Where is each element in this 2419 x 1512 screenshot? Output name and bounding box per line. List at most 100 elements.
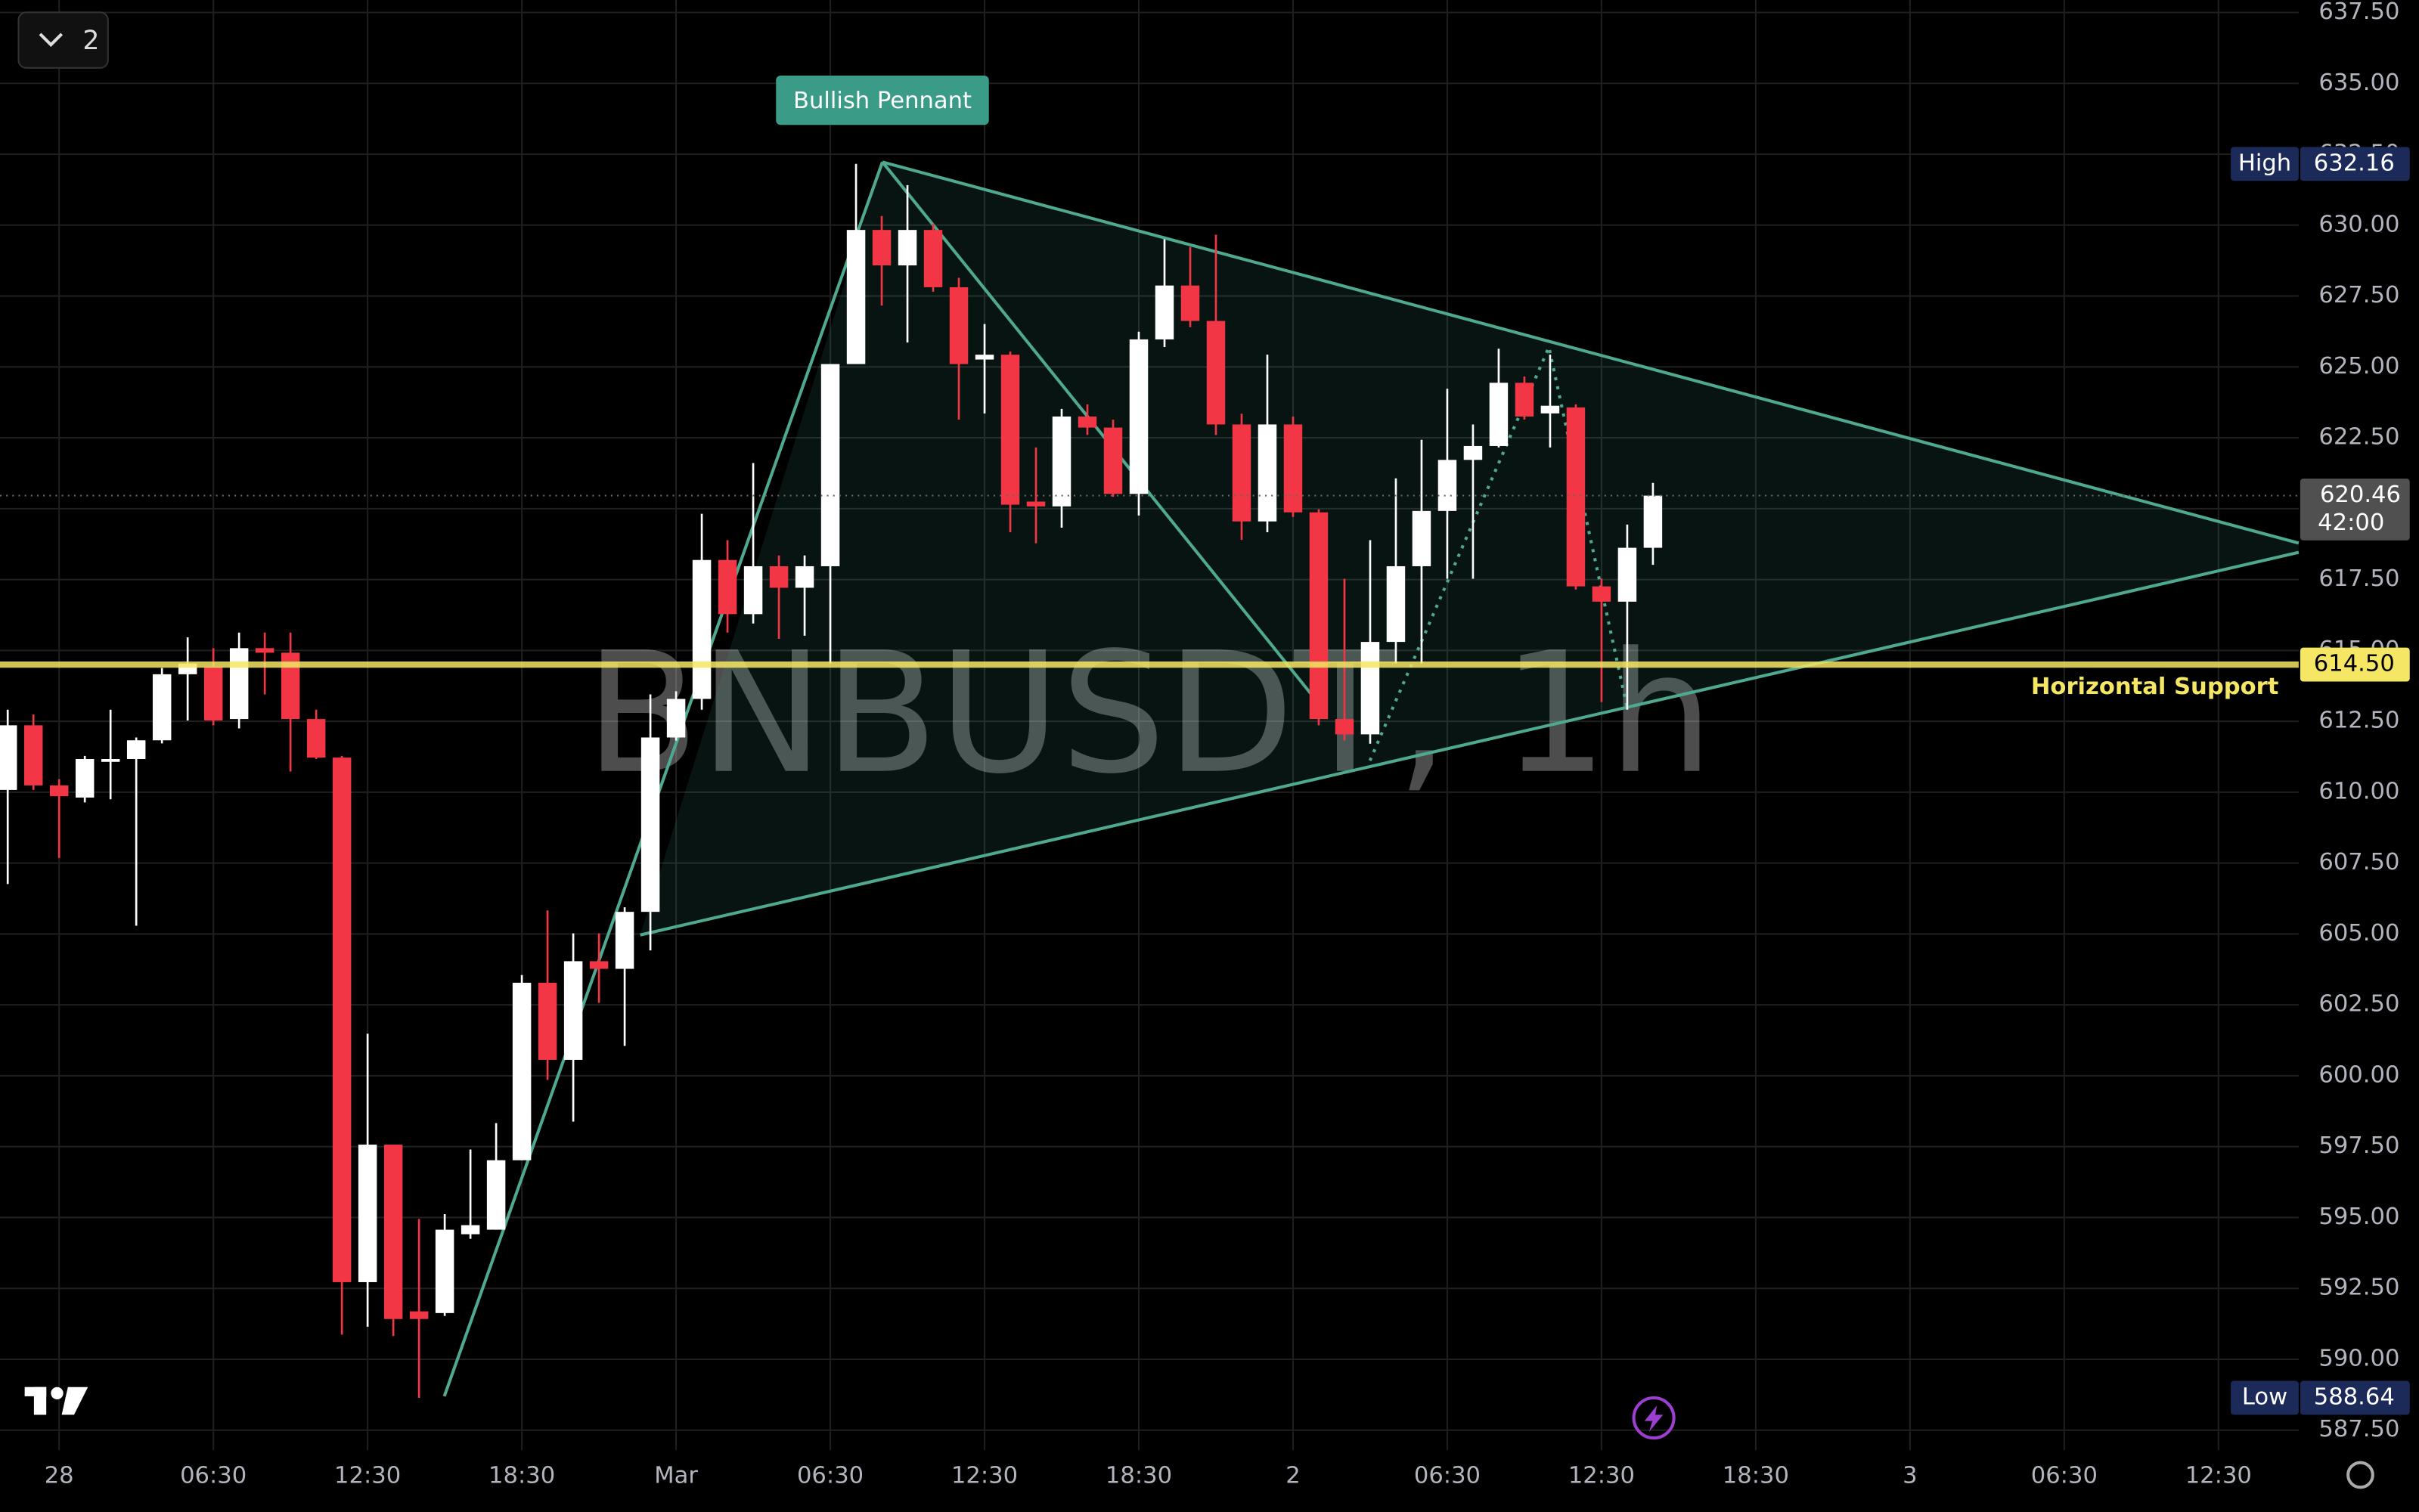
candle-body [126, 740, 146, 760]
candle-body [332, 758, 352, 1282]
candle-body [1103, 427, 1123, 494]
grid: 587.50 590.00 592.50 595.00 597.50 600.00 602.… [0, 0, 2399, 1489]
logo [24, 1387, 88, 1415]
candle-body [589, 961, 609, 969]
candle-body [563, 961, 583, 1060]
pattern-label: Bullish Pennant [793, 88, 972, 114]
y-tick-label: 600.00 [2318, 1061, 2399, 1088]
upper-line [882, 160, 2300, 545]
low-marker-name-box [2231, 1380, 2299, 1415]
candle-body [1463, 445, 1483, 460]
alert-bolt [1644, 1405, 1664, 1432]
low-marker-value-box [2300, 1380, 2410, 1415]
candle-body [1515, 383, 1534, 417]
candle-body [409, 1311, 429, 1319]
pennant-lines [442, 160, 2300, 1397]
candle-body [743, 565, 763, 615]
y-tick-label: 587.50 [2318, 1416, 2399, 1442]
alert-icon[interactable] [1632, 1396, 1676, 1440]
candle-body [1026, 501, 1046, 507]
settings-icon[interactable] [2346, 1461, 2374, 1489]
candle-body [615, 912, 634, 969]
x-tick-label: 3 [1903, 1463, 1917, 1489]
candle-body [1180, 285, 1200, 321]
x-tick-label: 12:30 [334, 1463, 401, 1489]
candle-body [872, 230, 892, 266]
x-tick-label: 18:30 [488, 1463, 555, 1489]
pennant-fill [640, 162, 2299, 935]
candle-body [1489, 383, 1509, 446]
high-marker-name-box [2231, 147, 2299, 181]
x-tick-label: Mar [654, 1463, 698, 1489]
high-marker-value: 632.16 [2314, 150, 2395, 176]
candle-body [383, 1145, 403, 1319]
y-tick-label: 625.00 [2318, 353, 2399, 380]
candle-body [1540, 405, 1560, 414]
last-price-box [2300, 479, 2410, 541]
candle-body [795, 565, 814, 588]
logo-dot [51, 1387, 64, 1400]
y-tick-label: 630.00 [2318, 211, 2399, 237]
x-tick-label: 18:30 [1106, 1463, 1172, 1489]
candle-body [975, 355, 994, 360]
collapse-count: 2 [82, 26, 99, 56]
x-tick-label: 06:30 [180, 1463, 247, 1489]
y-tick-label: 595.00 [2318, 1204, 2399, 1230]
y-tick-label: 637.50 [2318, 0, 2399, 25]
candle-body [1309, 512, 1329, 720]
candle-body [1412, 510, 1431, 566]
y-tick-label: 635.00 [2318, 70, 2399, 96]
candle-body [203, 666, 223, 720]
candle-body [1566, 407, 1586, 587]
collapse-button-box[interactable] [17, 11, 109, 69]
high-marker-value-box [2300, 147, 2410, 181]
candle-body [229, 648, 249, 720]
y-tick-label: 610.00 [2318, 778, 2399, 804]
candle-body [846, 230, 866, 364]
low-marker-name: Low [2242, 1383, 2287, 1410]
pole-line [442, 161, 884, 1397]
x-tick-label: 06:30 [1414, 1463, 1481, 1489]
candle-body [923, 230, 943, 287]
y-tick-label: 612.50 [2318, 708, 2399, 734]
candle-body [1052, 416, 1071, 507]
candle-body [435, 1229, 454, 1313]
candle-body [769, 565, 789, 588]
candle-body [820, 364, 840, 566]
dotted-wave [1368, 342, 1630, 761]
candle-body [1437, 460, 1457, 511]
x-tick-label: 12:30 [1568, 1463, 1635, 1489]
candle-body [1386, 565, 1406, 643]
candle-body [23, 725, 43, 785]
candle-body [358, 1145, 377, 1282]
candle-body [1643, 495, 1663, 548]
candle-body [49, 785, 69, 797]
candle-body [101, 759, 120, 762]
lower-line [640, 550, 2300, 937]
y-tick-label: 622.50 [2318, 424, 2399, 451]
x-tick-label: 2 [1285, 1463, 1300, 1489]
collapse-button[interactable]: 2 [17, 11, 109, 69]
candle-body [692, 559, 712, 699]
candle-body [306, 719, 326, 758]
candle-body [1258, 424, 1277, 522]
candle-body [1592, 586, 1611, 602]
candle-body [538, 982, 557, 1060]
candle-body [1617, 547, 1637, 602]
candle-body [152, 674, 172, 741]
candle-body [1360, 642, 1380, 735]
pattern-label-box [776, 76, 989, 125]
high-marker-name: High [2238, 150, 2291, 176]
x-tick-label: 12:30 [2185, 1463, 2252, 1489]
y-tick-label: 597.50 [2318, 1132, 2399, 1159]
support-name: Horizontal Support [2031, 674, 2279, 700]
candle-body [1335, 719, 1354, 735]
candles [0, 163, 1663, 1398]
candle-body [486, 1160, 506, 1230]
last-price: 620.46 [2320, 482, 2401, 508]
candle-body [1206, 321, 1226, 425]
x-tick-label: 28 [45, 1463, 74, 1489]
